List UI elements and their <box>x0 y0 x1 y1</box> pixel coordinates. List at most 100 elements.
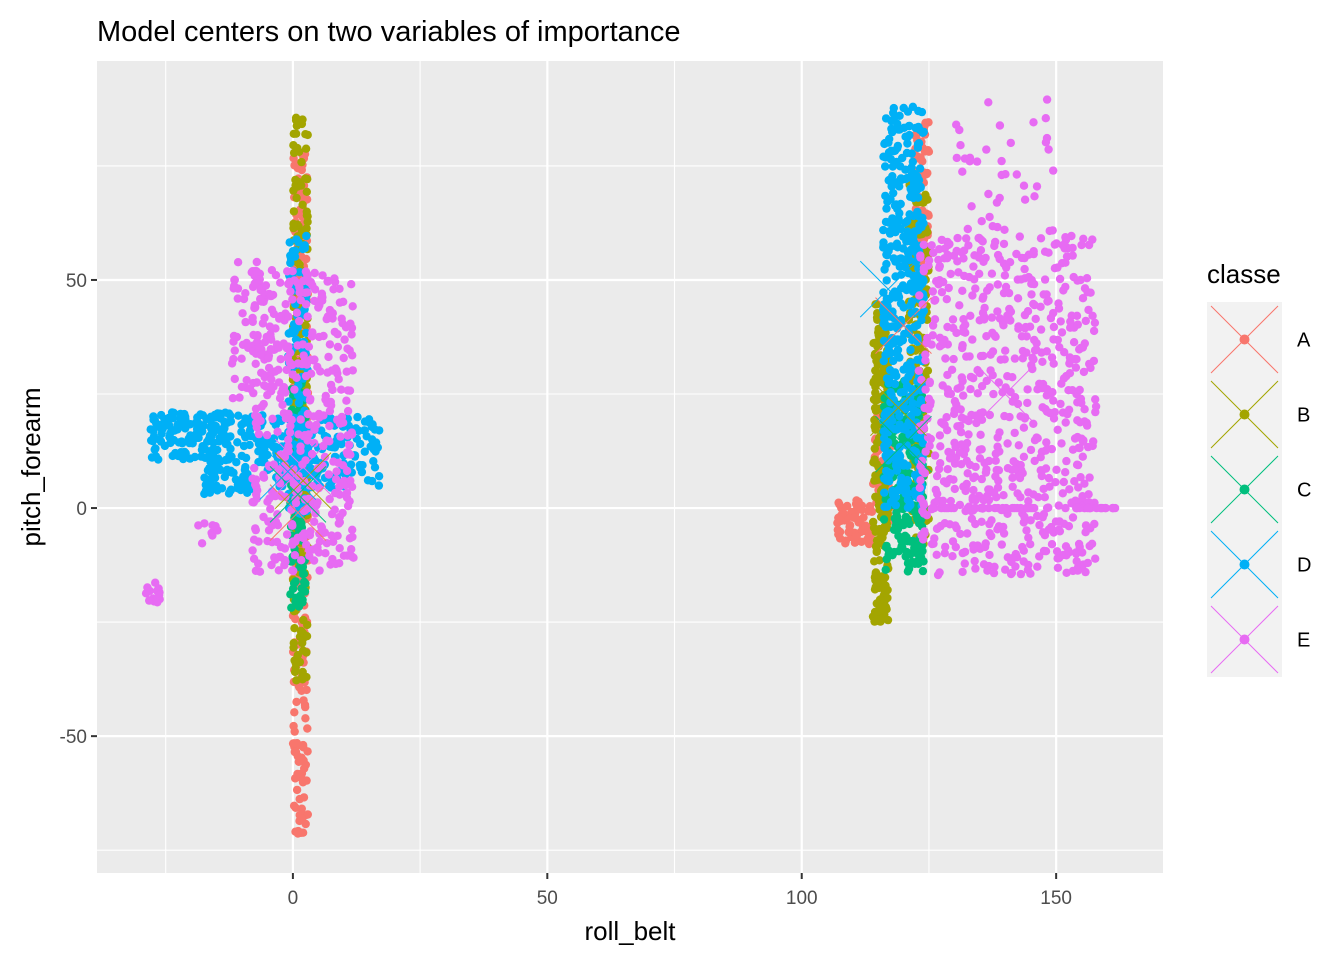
point-E <box>1020 324 1030 333</box>
point-C <box>913 540 923 549</box>
point-E <box>318 271 327 280</box>
point-E <box>1055 527 1065 536</box>
point-E <box>920 403 929 413</box>
point-D <box>291 246 300 255</box>
point-D <box>906 245 915 255</box>
point-E <box>935 568 944 577</box>
point-D <box>205 463 214 473</box>
point-E <box>326 401 336 410</box>
point-E <box>1031 314 1040 324</box>
point-D <box>233 480 243 490</box>
point-E <box>982 145 991 154</box>
point-E <box>957 373 966 382</box>
point-C <box>894 531 903 541</box>
point-E <box>940 549 949 558</box>
point-E <box>313 498 322 507</box>
point-E <box>974 233 983 243</box>
point-D <box>241 453 251 463</box>
point-A <box>845 521 855 530</box>
point-E <box>999 491 1008 500</box>
point-E <box>1001 282 1011 292</box>
point-D <box>371 438 381 447</box>
point-E <box>958 567 967 577</box>
point-E <box>1003 439 1012 448</box>
point-D <box>881 162 890 171</box>
point-E <box>1057 439 1066 448</box>
point-E <box>260 313 269 323</box>
point-E <box>290 385 299 394</box>
point-E <box>1042 438 1051 447</box>
point-D <box>158 424 167 433</box>
point-E <box>1083 503 1092 513</box>
point-E <box>1049 322 1059 332</box>
point-E <box>937 288 947 297</box>
point-E <box>930 296 939 305</box>
point-E <box>292 308 302 317</box>
point-B <box>874 606 883 616</box>
point-E <box>281 388 290 397</box>
point-A <box>301 714 310 723</box>
point-E <box>932 471 942 481</box>
point-E <box>298 460 307 469</box>
point-A <box>841 539 850 548</box>
point-D <box>882 466 891 476</box>
x-tick-label: 150 <box>1040 888 1072 909</box>
point-D <box>919 306 928 316</box>
point-E <box>962 479 971 489</box>
point-E <box>1010 428 1019 438</box>
point-E <box>1042 133 1052 143</box>
point-E <box>1089 326 1099 336</box>
point-E <box>1044 248 1053 257</box>
point-A <box>843 501 852 511</box>
point-A <box>297 804 306 813</box>
point-E <box>993 442 1002 451</box>
point-E <box>1020 264 1029 274</box>
point-E <box>1090 318 1100 327</box>
point-E <box>298 340 307 349</box>
point-B <box>289 207 299 216</box>
point-D <box>910 448 920 457</box>
point-E <box>963 529 972 538</box>
point-D <box>879 288 888 297</box>
point-E <box>919 499 928 508</box>
point-E <box>253 331 262 340</box>
point-E <box>1066 317 1075 326</box>
point-A <box>290 727 299 736</box>
point-C <box>918 566 928 576</box>
point-E <box>306 277 315 287</box>
point-D <box>200 473 209 482</box>
point-D <box>240 431 250 441</box>
point-E <box>977 382 987 391</box>
point-E <box>254 429 264 439</box>
point-E <box>970 275 979 284</box>
point-E <box>1022 526 1031 535</box>
point-E <box>242 376 251 385</box>
legend-keys: A B C D E <box>1207 302 1311 677</box>
point-E <box>1084 305 1093 315</box>
point-E <box>1048 226 1057 235</box>
point-E <box>1039 546 1049 556</box>
point-E <box>325 421 334 431</box>
point-B <box>869 339 878 348</box>
point-E <box>235 393 244 402</box>
point-E <box>1065 485 1074 494</box>
point-E <box>962 234 971 243</box>
point-E <box>1083 558 1093 568</box>
point-D <box>880 410 889 419</box>
point-A <box>289 739 299 748</box>
point-E <box>1046 313 1056 323</box>
point-D <box>893 141 903 151</box>
point-D <box>913 321 922 330</box>
center-marker-A <box>875 297 932 354</box>
point-D <box>908 335 917 345</box>
point-D <box>895 353 904 362</box>
point-E <box>924 394 934 403</box>
point-E <box>1042 503 1052 513</box>
point-E <box>1005 412 1014 422</box>
point-E <box>919 424 929 433</box>
point-D <box>882 476 891 485</box>
point-E <box>1016 503 1025 513</box>
point-D <box>881 350 890 360</box>
point-D <box>918 438 927 448</box>
point-B <box>302 632 312 641</box>
